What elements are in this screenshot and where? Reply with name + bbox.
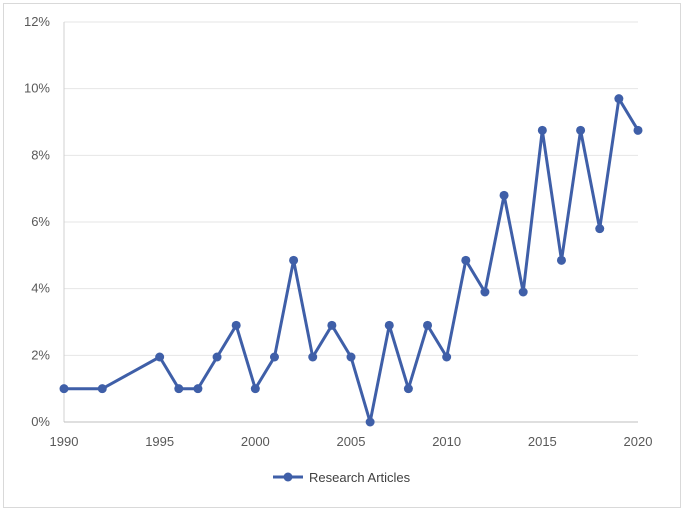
data-point — [97, 384, 107, 394]
data-point — [155, 352, 165, 362]
series-group — [59, 94, 643, 427]
y-axis: 0% 2% 4% 6% 8% 10% 12% — [24, 14, 65, 429]
data-point — [193, 384, 203, 394]
legend: Research Articles — [273, 470, 411, 485]
y-tick-label: 12% — [24, 14, 50, 29]
data-point — [537, 125, 547, 135]
data-point — [614, 94, 624, 104]
data-point — [633, 125, 643, 135]
x-tick-label: 2000 — [241, 434, 270, 449]
data-point — [499, 190, 509, 200]
y-tick-label: 10% — [24, 81, 50, 96]
chart-frame — [3, 3, 681, 508]
data-point — [327, 320, 337, 330]
x-tick-label: 2010 — [432, 434, 461, 449]
y-tick-label: 0% — [31, 414, 50, 429]
data-point — [576, 125, 586, 135]
data-point — [289, 255, 299, 265]
data-point — [174, 384, 184, 394]
y-tick-label: 8% — [31, 147, 50, 162]
data-point — [308, 352, 318, 362]
data-point — [231, 320, 241, 330]
data-point — [346, 352, 356, 362]
data-point — [556, 255, 566, 265]
data-point — [269, 352, 279, 362]
x-axis: 1990 1995 2000 2005 2010 2015 2020 — [50, 421, 653, 449]
data-point — [250, 384, 260, 394]
x-tick-label: 2015 — [528, 434, 557, 449]
data-point — [365, 417, 375, 427]
x-tick-label: 1995 — [145, 434, 174, 449]
y-tick-label: 6% — [31, 214, 50, 229]
data-point — [518, 287, 528, 297]
legend-label: Research Articles — [309, 470, 411, 485]
x-tick-label: 2020 — [624, 434, 653, 449]
data-point — [403, 384, 413, 394]
data-point — [212, 352, 222, 362]
y-tick-label: 4% — [31, 281, 50, 296]
data-point — [423, 320, 433, 330]
x-tick-label: 2005 — [337, 434, 366, 449]
data-point — [59, 384, 69, 394]
series-line — [62, 97, 640, 424]
data-point — [442, 352, 452, 362]
data-point — [461, 255, 471, 265]
data-point — [595, 224, 605, 234]
data-point — [480, 287, 490, 297]
y-tick-label: 2% — [31, 347, 50, 362]
legend-point-marker — [283, 472, 293, 482]
data-point — [384, 320, 394, 330]
x-tick-label: 1990 — [50, 434, 79, 449]
